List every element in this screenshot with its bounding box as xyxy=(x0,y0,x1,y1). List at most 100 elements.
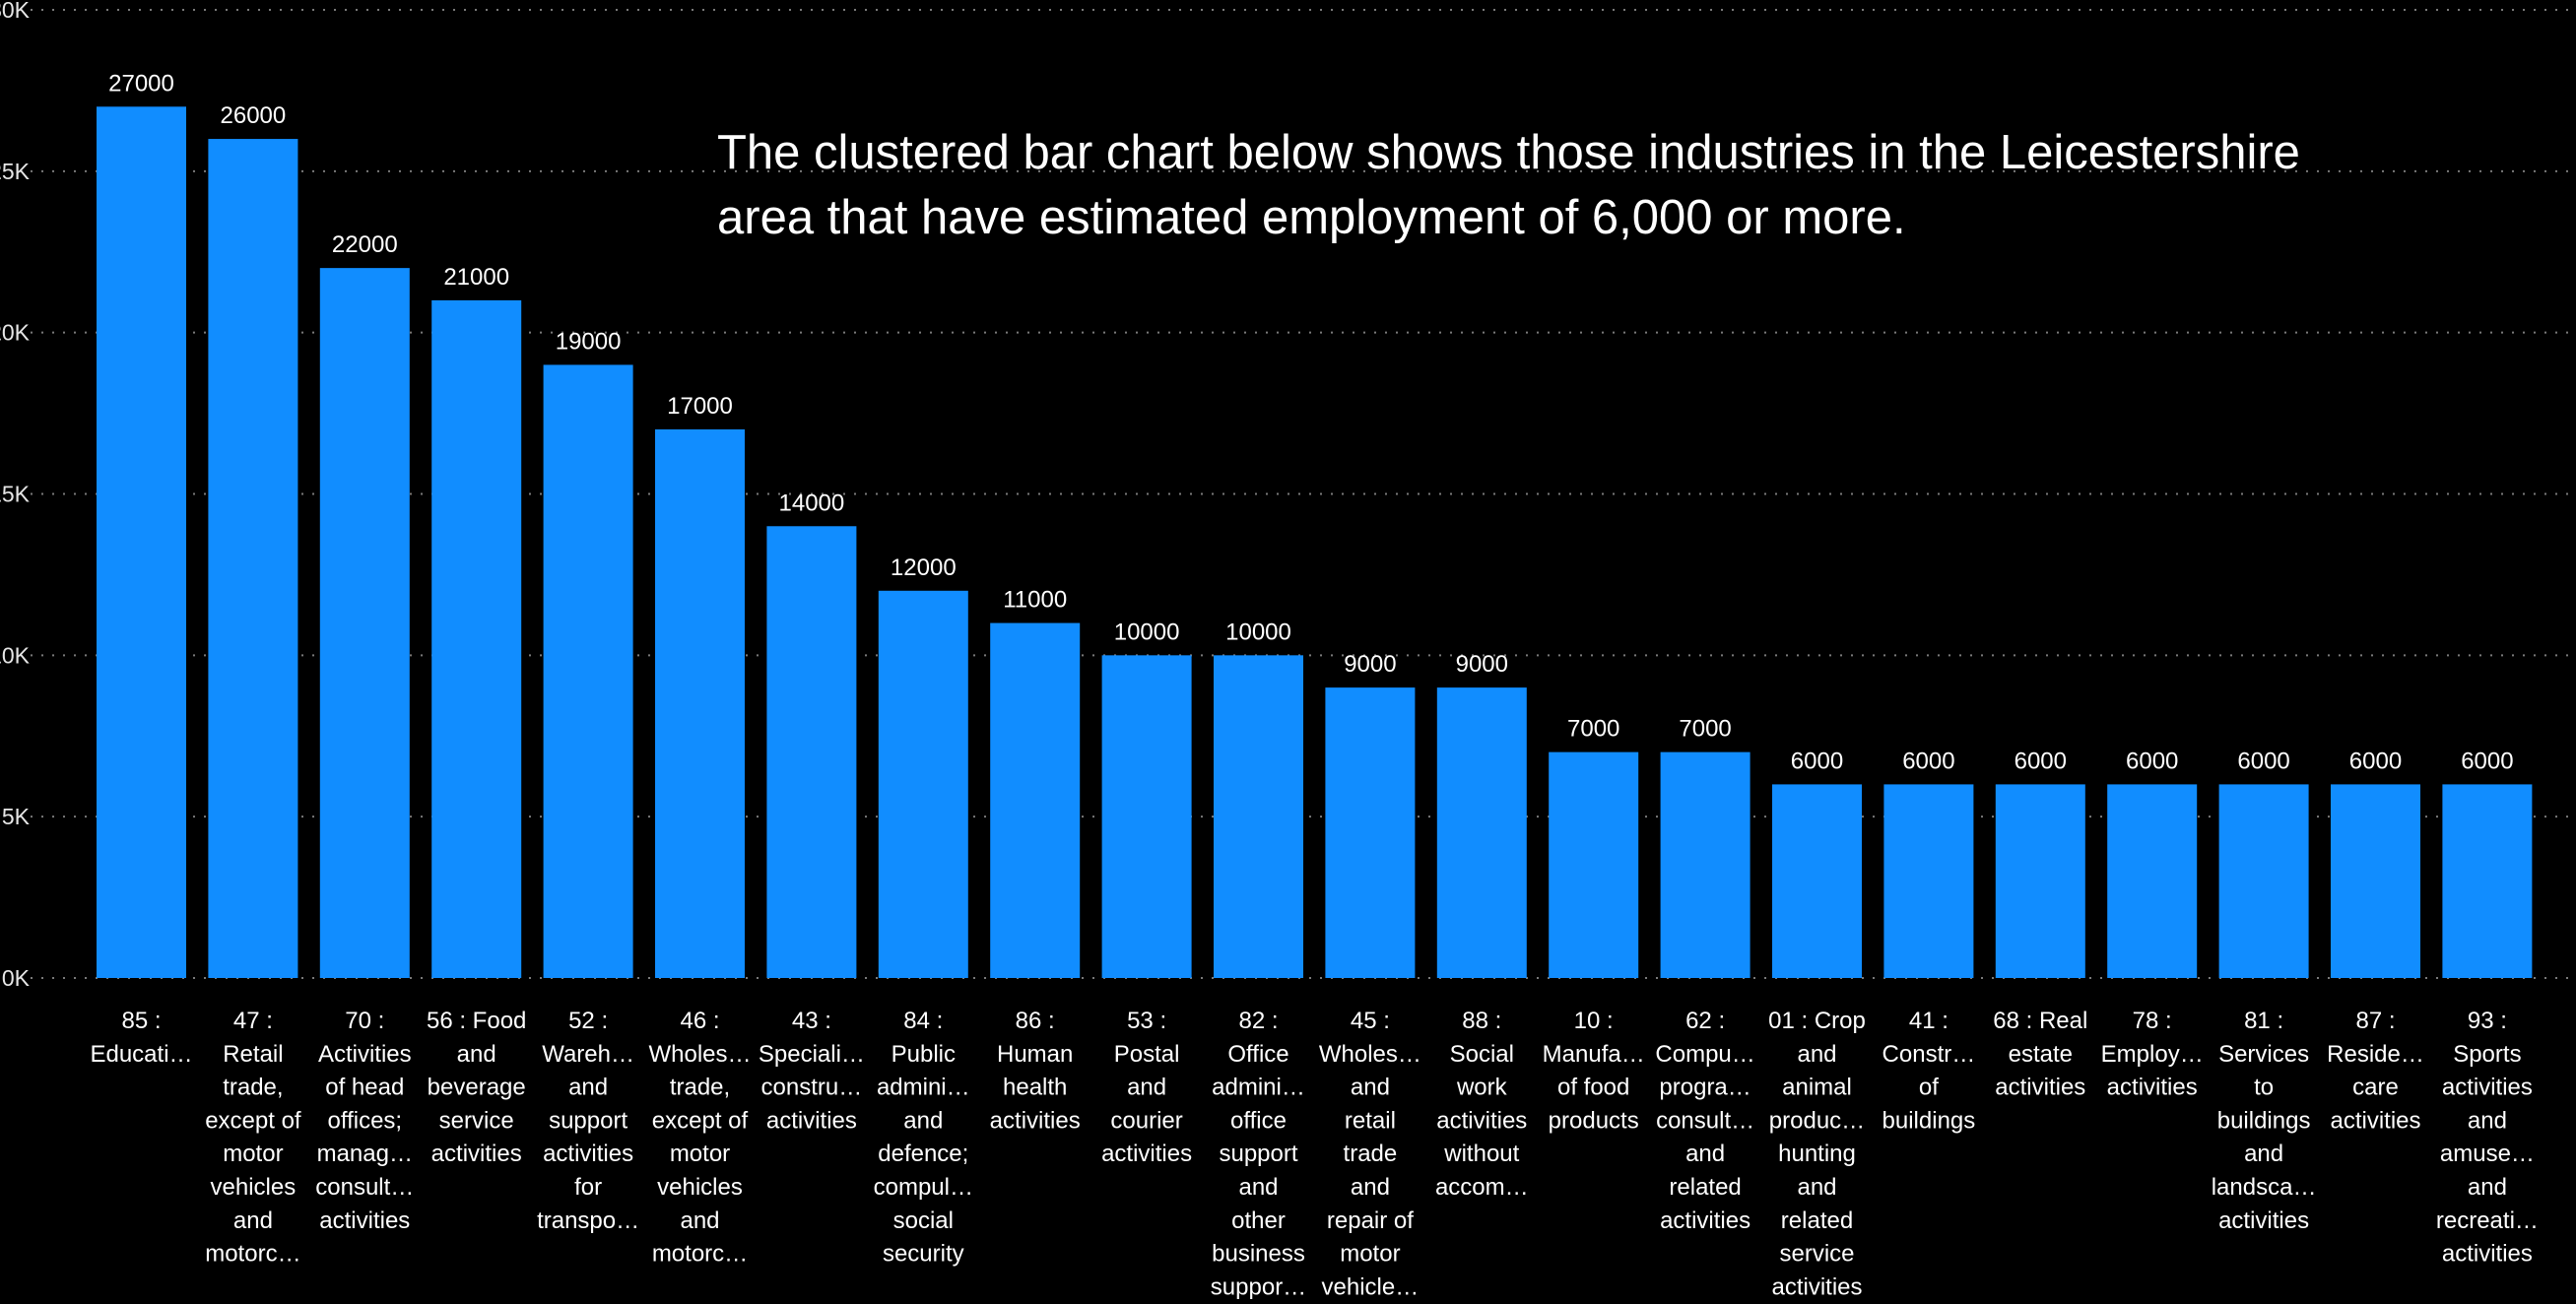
x-tick-label-line: and xyxy=(2468,1107,2507,1134)
x-tick-label-line: and xyxy=(903,1107,943,1134)
x-tick-label-line: office xyxy=(1230,1107,1287,1134)
x-tick-label-line: repair of xyxy=(1327,1207,1414,1234)
y-axis-ticks: 0K 5K 10K 15K 20K 25K 30K xyxy=(0,0,31,991)
x-tick-label-line: Wholes… xyxy=(1319,1041,1421,1068)
bar[interactable] xyxy=(2331,784,2420,978)
x-tick-label: 10 : Manufa… of food products xyxy=(1543,1008,1645,1134)
x-tick-label-line: consult… xyxy=(315,1174,414,1201)
x-tick-label: 88 : Social work activities without accom… xyxy=(1435,1008,1529,1201)
x-tick-label-line: 68 : Real xyxy=(1993,1008,2087,1034)
y-tick-label: 20K xyxy=(0,320,31,346)
x-tick-label-line: landsca… xyxy=(2212,1174,2317,1201)
x-tick-label-line: of xyxy=(1919,1075,1939,1101)
x-tick-label: 82 : Office admini… office support and other bu… xyxy=(1211,1008,1306,1299)
x-tick-label-line: except of xyxy=(205,1107,301,1134)
x-tick-label-line: hunting xyxy=(1778,1141,1856,1167)
bar[interactable] xyxy=(1549,751,1639,978)
x-tick-label-line: Wareh… xyxy=(542,1041,634,1068)
x-tick-label-line: and xyxy=(680,1207,719,1234)
x-tick-label-line: activities xyxy=(2330,1107,2420,1134)
x-tick-label-line: suppor… xyxy=(1211,1273,1306,1299)
x-tick-label-line: motorc… xyxy=(205,1241,300,1268)
x-tick-label-line: activities xyxy=(2442,1075,2533,1101)
x-tick-label-line: offices; xyxy=(327,1107,402,1134)
x-tick-label: 52 : Wareh… and support activities for transpo… xyxy=(537,1008,639,1234)
bar[interactable] xyxy=(208,139,298,979)
bar[interactable] xyxy=(1436,687,1527,978)
x-tick-label: 47 : Retail trade, except of motor vehicles an… xyxy=(205,1008,301,1268)
x-tick-label-line: support xyxy=(549,1107,627,1134)
bar[interactable] xyxy=(2218,784,2309,978)
x-tick-label-line: Reside… xyxy=(2327,1041,2424,1068)
data-label: 10000 xyxy=(1114,619,1180,645)
x-tick-label-line: Postal xyxy=(1114,1041,1180,1068)
bar[interactable] xyxy=(766,526,857,978)
bar[interactable] xyxy=(2107,784,2198,978)
x-tick-label-line: 56 : Food xyxy=(427,1008,526,1034)
x-tick-label-line: 78 : xyxy=(2133,1008,2172,1034)
x-tick-label-line: and xyxy=(457,1041,496,1068)
x-tick-label: 56 : Food and beverage service activities xyxy=(427,1008,526,1167)
x-tick-label-line: activities xyxy=(2218,1207,2309,1234)
bar[interactable] xyxy=(1772,784,1862,978)
x-tick-label-line: to xyxy=(2254,1075,2274,1101)
x-tick-label-line: activities xyxy=(1436,1107,1527,1134)
bar[interactable] xyxy=(655,428,745,978)
x-tick-label: 84 : Public admini… and defence; compul… socia… xyxy=(874,1008,973,1268)
x-tick-label-line: 62 : xyxy=(1685,1008,1725,1034)
x-tick-label-line: work xyxy=(1456,1075,1508,1101)
x-tick-label-line: trade, xyxy=(223,1075,283,1101)
x-tick-label-line: vehicle… xyxy=(1322,1273,1420,1299)
y-tick-label: 5K xyxy=(2,804,31,829)
data-label: 7000 xyxy=(1567,716,1619,743)
x-tick-label-line: buildings xyxy=(2217,1107,2311,1134)
x-tick-label: 85 : Educati… xyxy=(90,1008,192,1068)
bar[interactable] xyxy=(1995,784,2085,978)
x-tick-label-line: activities xyxy=(431,1141,522,1167)
x-tick-label: 78 : Employ… activities xyxy=(2101,1008,2204,1101)
x-tick-label-line: without xyxy=(1443,1141,1519,1167)
x-tick-label-line: animal xyxy=(1782,1075,1852,1101)
bar[interactable] xyxy=(1214,655,1303,978)
bar[interactable] xyxy=(543,364,633,978)
data-label: 6000 xyxy=(2461,748,2513,774)
bar[interactable] xyxy=(1883,784,1974,978)
x-tick-label-line: Human xyxy=(997,1041,1073,1068)
x-tick-label-line: Educati… xyxy=(90,1041,192,1068)
x-tick-label-line: and xyxy=(2468,1174,2507,1201)
y-tick-label: 15K xyxy=(0,482,31,507)
x-tick-label-line: 93 : xyxy=(2468,1008,2507,1034)
x-tick-label-line: activities xyxy=(543,1141,633,1167)
x-tick-label-line: Office xyxy=(1227,1041,1288,1068)
x-tick-label-line: compul… xyxy=(874,1174,973,1201)
x-tick-label-line: business xyxy=(1212,1241,1305,1268)
bar[interactable] xyxy=(878,590,968,978)
bar[interactable] xyxy=(1101,655,1192,978)
x-tick-label-line: care xyxy=(2352,1075,2399,1101)
x-tick-label-line: 43 : xyxy=(792,1008,831,1034)
y-tick-label: 25K xyxy=(0,159,31,184)
x-tick-label-line: health xyxy=(1003,1075,1067,1101)
bar[interactable] xyxy=(990,622,1081,978)
bar[interactable] xyxy=(431,299,522,978)
x-tick-label-line: for xyxy=(574,1174,602,1201)
x-tick-label-line: buildings xyxy=(1882,1107,1976,1134)
x-tick-label-line: 41 : xyxy=(1909,1008,1949,1034)
bar[interactable] xyxy=(1325,687,1416,978)
x-tick-label-line: accom… xyxy=(1435,1174,1529,1201)
x-tick-label-line: Employ… xyxy=(2101,1041,2204,1068)
x-tick-label: 46 : Wholes… trade, except of motor vehicles a… xyxy=(648,1008,751,1268)
bar[interactable] xyxy=(2442,784,2533,978)
x-tick-label-line: activities xyxy=(766,1107,857,1134)
x-tick-label-line: vehicles xyxy=(211,1174,297,1201)
x-tick-label-line: beverage xyxy=(428,1075,526,1101)
data-label: 27000 xyxy=(108,70,174,97)
bar[interactable] xyxy=(319,268,410,979)
bar[interactable] xyxy=(97,106,186,979)
chart-annotation: The clustered bar chart below shows thos… xyxy=(717,126,2300,244)
x-tick-label: 01 : Crop and animal produc… hunting and relat… xyxy=(1768,1008,1866,1299)
bar[interactable] xyxy=(1660,751,1750,978)
x-tick-label-line: social xyxy=(893,1207,954,1234)
